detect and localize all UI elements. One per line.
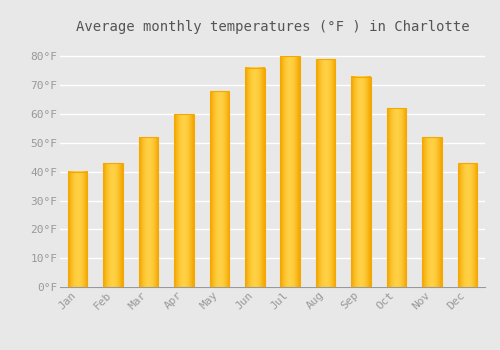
Title: Average monthly temperatures (°F ) in Charlotte: Average monthly temperatures (°F ) in Ch… bbox=[76, 20, 469, 34]
Bar bbox=[386, 108, 406, 287]
Bar bbox=[68, 172, 87, 287]
Bar bbox=[352, 77, 371, 287]
Bar bbox=[245, 68, 264, 287]
Bar bbox=[174, 114, 194, 287]
Bar bbox=[280, 56, 300, 287]
Bar bbox=[139, 137, 158, 287]
Bar bbox=[458, 163, 477, 287]
Bar bbox=[422, 137, 442, 287]
Bar bbox=[210, 91, 229, 287]
Bar bbox=[104, 163, 123, 287]
Bar bbox=[316, 59, 336, 287]
